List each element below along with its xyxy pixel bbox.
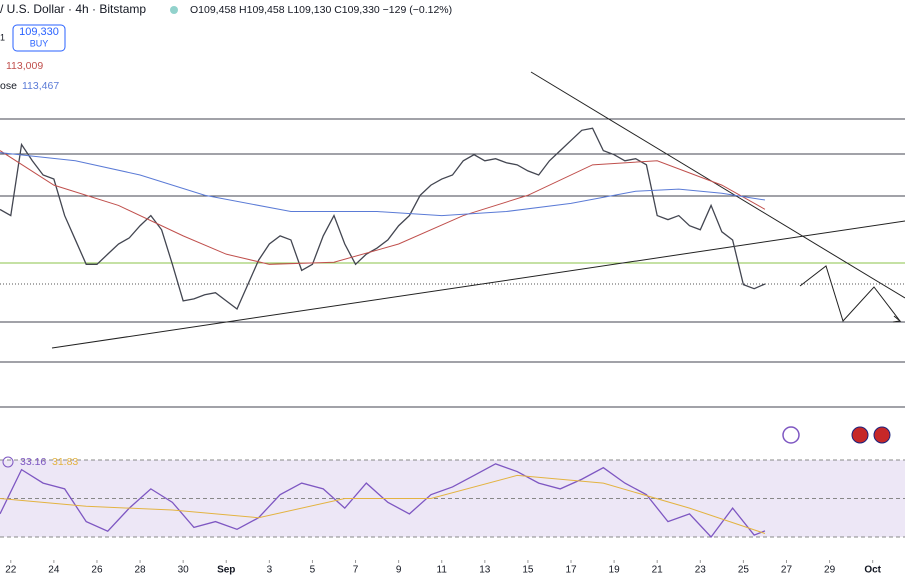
trend-line — [51, 220, 905, 349]
rsi-ma-value: 31.83 — [52, 456, 78, 468]
flag-icon[interactable] — [851, 426, 869, 444]
rsi-value: 33.16 — [20, 456, 46, 468]
ma-value: 113,467 — [22, 80, 59, 92]
series-line — [0, 127, 766, 310]
plot — [0, 127, 905, 539]
x-tick-label: 24 — [48, 565, 60, 575]
x-tick-label: 3 — [267, 565, 273, 575]
x-tick-label: 29 — [824, 565, 836, 575]
ma-name: ose — [0, 80, 17, 92]
x-tick-label: 19 — [609, 565, 621, 575]
symbol: / U.S. Dollar · 4h · Bitstamp — [0, 2, 146, 16]
flag-icon[interactable] — [873, 426, 891, 444]
marker: 1 — [0, 32, 5, 42]
x-tick-label: 17 — [565, 565, 577, 575]
series-line — [0, 152, 766, 217]
x-tick-label: 13 — [479, 565, 491, 575]
ma-value: 113,009 — [6, 60, 43, 72]
x-tick-label: 26 — [91, 565, 103, 575]
buy-button[interactable] — [12, 24, 66, 52]
x-tick-label: 28 — [134, 565, 146, 575]
x-tick-label: 30 — [178, 565, 190, 575]
x-tick-label: 9 — [396, 565, 402, 575]
x-tick-label: 25 — [738, 565, 750, 575]
x-tick-label: 23 — [695, 565, 707, 575]
x-tick-label: 7 — [353, 565, 359, 575]
trend-line — [530, 71, 905, 299]
x-tick-label: 21 — [652, 565, 664, 575]
buy-price[interactable]: 109,330 — [19, 26, 59, 38]
arrow-head — [892, 315, 902, 323]
x-tick-label: Sep — [217, 565, 235, 575]
event-icon[interactable] — [782, 426, 800, 444]
x-tick-label: 11 — [437, 565, 448, 575]
x-tick-label: Oct — [864, 565, 881, 575]
series-line — [0, 474, 766, 534]
series-line — [0, 150, 766, 265]
status-dot — [170, 6, 178, 14]
ohlc: O109,458 H109,458 L109,130 C109,330 −129… — [190, 4, 452, 16]
rsi-icon — [2, 456, 14, 468]
x-tick-label: 22 — [5, 565, 17, 575]
x-tick-label: 15 — [522, 565, 534, 575]
projection — [799, 265, 901, 322]
buy-label[interactable]: BUY — [30, 38, 49, 48]
x-tick-label: 27 — [781, 565, 793, 575]
x-tick-label: 5 — [310, 565, 316, 575]
